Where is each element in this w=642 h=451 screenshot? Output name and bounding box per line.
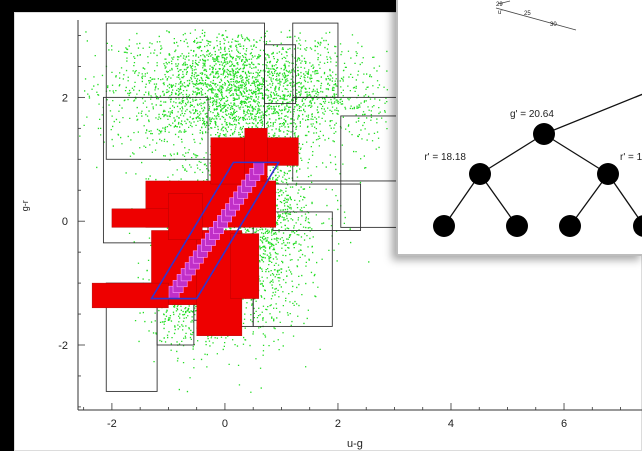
y-tick-label: -2 bbox=[58, 340, 68, 352]
region-box-9 bbox=[230, 233, 260, 299]
tree-node-ll bbox=[433, 215, 455, 237]
fragment-line bbox=[495, 7, 577, 31]
region-box-8 bbox=[267, 137, 299, 166]
region-box-4 bbox=[91, 282, 169, 309]
tree-node-lr bbox=[506, 215, 528, 237]
kd-box-3 bbox=[264, 44, 297, 105]
tree-node-rr bbox=[633, 215, 642, 237]
fragment-label: 29 bbox=[496, 2, 503, 8]
tree-node-rl bbox=[559, 215, 581, 237]
query-cell-21 bbox=[253, 162, 265, 176]
x-tick-label: 2 bbox=[335, 418, 341, 430]
y-tick-label: 0 bbox=[62, 216, 68, 228]
x-tick-label: 4 bbox=[448, 418, 454, 430]
y-axis-title: g-r bbox=[20, 200, 30, 211]
kd-tree-inset: g' = 20.64 r' = 18.18 r' = 1 29 25 u' 30 bbox=[396, 0, 642, 256]
query-regions bbox=[91, 128, 299, 336]
y-tick-label: 2 bbox=[62, 92, 68, 104]
query-polygon bbox=[150, 161, 281, 300]
fragment-line bbox=[497, 0, 511, 5]
x-axis-title: u-g bbox=[347, 438, 363, 450]
region-box-10 bbox=[168, 193, 203, 240]
tree-node-label: r' = 1 bbox=[620, 152, 642, 163]
tree-edge-parent bbox=[543, 93, 642, 135]
x-tick-label: 0 bbox=[222, 418, 228, 430]
axes: -20246820-2 bbox=[58, 20, 642, 430]
tree-node-label: g' = 20.64 bbox=[510, 109, 554, 120]
scatter-plot: -20246820-2 u-g g-r bbox=[20, 20, 642, 450]
tree-edge bbox=[543, 133, 609, 175]
tree: g' = 20.64 r' = 18.18 r' = 1 29 25 u' 30 bbox=[424, 0, 642, 237]
x-tick-label: 6 bbox=[561, 418, 567, 430]
kd-tree-diagram: g' = 20.64 r' = 18.18 r' = 1 29 25 u' 30 bbox=[424, 0, 642, 237]
fragment-label: 30 bbox=[550, 22, 557, 28]
region-box-6 bbox=[210, 137, 251, 185]
tree-node-left bbox=[469, 163, 491, 185]
fragment-label: u' bbox=[498, 10, 502, 16]
fragment-label: 25 bbox=[524, 11, 531, 17]
tree-node-label: r' = 18.18 bbox=[424, 152, 466, 163]
tree-edge bbox=[479, 133, 545, 175]
x-tick-label: -2 bbox=[107, 418, 117, 430]
query-cells bbox=[168, 162, 265, 299]
tree-node-root bbox=[533, 123, 555, 145]
tree-node-right bbox=[597, 163, 619, 185]
